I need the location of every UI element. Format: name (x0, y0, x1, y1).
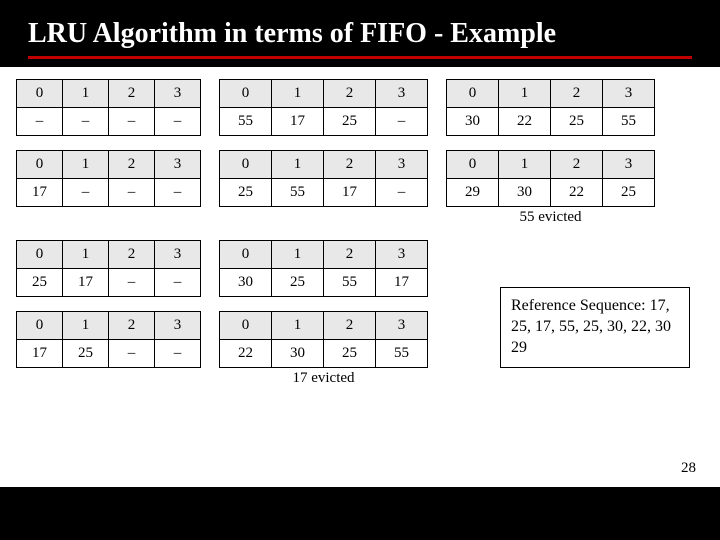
val-cell: – (63, 108, 109, 136)
val-cell: – (155, 108, 201, 136)
val-cell: 22 (499, 108, 551, 136)
hdr-cell: 0 (220, 80, 272, 108)
hdr-cell: 0 (17, 80, 63, 108)
evicted-label: 55 evicted (446, 209, 655, 226)
hdr-cell: 3 (603, 80, 655, 108)
val-cell: 25 (17, 269, 63, 297)
val-cell: 17 (272, 108, 324, 136)
hdr-cell: 3 (376, 241, 428, 269)
hdr-cell: 0 (220, 312, 272, 340)
hdr-cell: 3 (155, 241, 201, 269)
hdr-cell: 0 (17, 312, 63, 340)
hdr-cell: 3 (155, 80, 201, 108)
hdr-cell: 2 (109, 241, 155, 269)
val-cell: 17 (17, 340, 63, 368)
val-cell: 30 (499, 179, 551, 207)
val-cell: 22 (220, 340, 272, 368)
hdr-cell: 0 (447, 80, 499, 108)
val-cell: 55 (272, 179, 324, 207)
val-cell: – (155, 179, 201, 207)
hdr-cell: 1 (63, 241, 109, 269)
hdr-cell: 2 (324, 241, 376, 269)
hdr-cell: 0 (220, 241, 272, 269)
hdr-cell: 1 (63, 80, 109, 108)
val-cell: – (155, 269, 201, 297)
val-cell: 17 (17, 179, 63, 207)
hdr-cell: 0 (447, 151, 499, 179)
val-cell: – (17, 108, 63, 136)
content-area: 0 1 2 3 – – – – 0 1 2 3 55 17 25 (0, 67, 720, 487)
hdr-cell: 3 (603, 151, 655, 179)
hdr-cell: 2 (109, 151, 155, 179)
evicted-label: 17 evicted (219, 370, 428, 387)
hdr-cell: 1 (272, 241, 324, 269)
refseq-label: Reference Sequence: (511, 297, 646, 314)
hdr-cell: 1 (499, 151, 551, 179)
val-cell: 55 (220, 108, 272, 136)
frame-table: 0 1 2 3 25 17 – – (16, 240, 201, 297)
reference-sequence-box: Reference Sequence: 17, 25, 17, 55, 25, … (500, 287, 690, 367)
frame-table: 0 1 2 3 17 – – – (16, 150, 201, 207)
hdr-cell: 2 (324, 312, 376, 340)
frame-table: 0 1 2 3 22 30 25 55 (219, 311, 428, 368)
page-number: 28 (681, 460, 696, 477)
hdr-cell: 3 (376, 312, 428, 340)
frame-table: 0 1 2 3 25 55 17 – (219, 150, 428, 207)
val-cell: 30 (447, 108, 499, 136)
frame-table: 0 1 2 3 30 25 55 17 (219, 240, 428, 297)
val-cell: 25 (272, 269, 324, 297)
val-cell: – (63, 179, 109, 207)
val-cell: 25 (220, 179, 272, 207)
hdr-cell: 3 (376, 80, 428, 108)
val-cell: 30 (272, 340, 324, 368)
hdr-cell: 1 (272, 80, 324, 108)
frame-table: 0 1 2 3 29 30 22 25 (446, 150, 655, 207)
val-cell: – (376, 108, 428, 136)
hdr-cell: 3 (155, 312, 201, 340)
hdr-cell: 2 (109, 80, 155, 108)
val-cell: 55 (376, 340, 428, 368)
val-cell: – (109, 108, 155, 136)
val-cell: – (376, 179, 428, 207)
val-cell: 17 (63, 269, 109, 297)
hdr-cell: 1 (272, 151, 324, 179)
val-cell: 55 (324, 269, 376, 297)
val-cell: 29 (447, 179, 499, 207)
hdr-cell: 2 (109, 312, 155, 340)
hdr-cell: 2 (551, 151, 603, 179)
hdr-cell: 0 (17, 151, 63, 179)
val-cell: 25 (324, 108, 376, 136)
val-cell: 25 (63, 340, 109, 368)
hdr-cell: 1 (63, 312, 109, 340)
hdr-cell: 2 (324, 151, 376, 179)
hdr-cell: 2 (551, 80, 603, 108)
frame-table: 0 1 2 3 17 25 – – (16, 311, 201, 368)
val-cell: – (109, 269, 155, 297)
hdr-cell: 3 (155, 151, 201, 179)
hdr-cell: 2 (324, 80, 376, 108)
val-cell: 30 (220, 269, 272, 297)
val-cell: 17 (376, 269, 428, 297)
val-cell: 25 (324, 340, 376, 368)
val-cell: – (109, 340, 155, 368)
val-cell: 17 (324, 179, 376, 207)
hdr-cell: 0 (220, 151, 272, 179)
slide-title: LRU Algorithm in terms of FIFO - Example (28, 18, 692, 59)
hdr-cell: 0 (17, 241, 63, 269)
frame-table: 0 1 2 3 30 22 25 55 (446, 79, 655, 136)
val-cell: 55 (603, 108, 655, 136)
val-cell: – (109, 179, 155, 207)
hdr-cell: 1 (499, 80, 551, 108)
val-cell: 25 (603, 179, 655, 207)
frame-table: 0 1 2 3 55 17 25 – (219, 79, 428, 136)
frame-table: 0 1 2 3 – – – – (16, 79, 201, 136)
hdr-cell: 1 (63, 151, 109, 179)
val-cell: – (155, 340, 201, 368)
val-cell: 22 (551, 179, 603, 207)
hdr-cell: 1 (272, 312, 324, 340)
val-cell: 25 (551, 108, 603, 136)
hdr-cell: 3 (376, 151, 428, 179)
